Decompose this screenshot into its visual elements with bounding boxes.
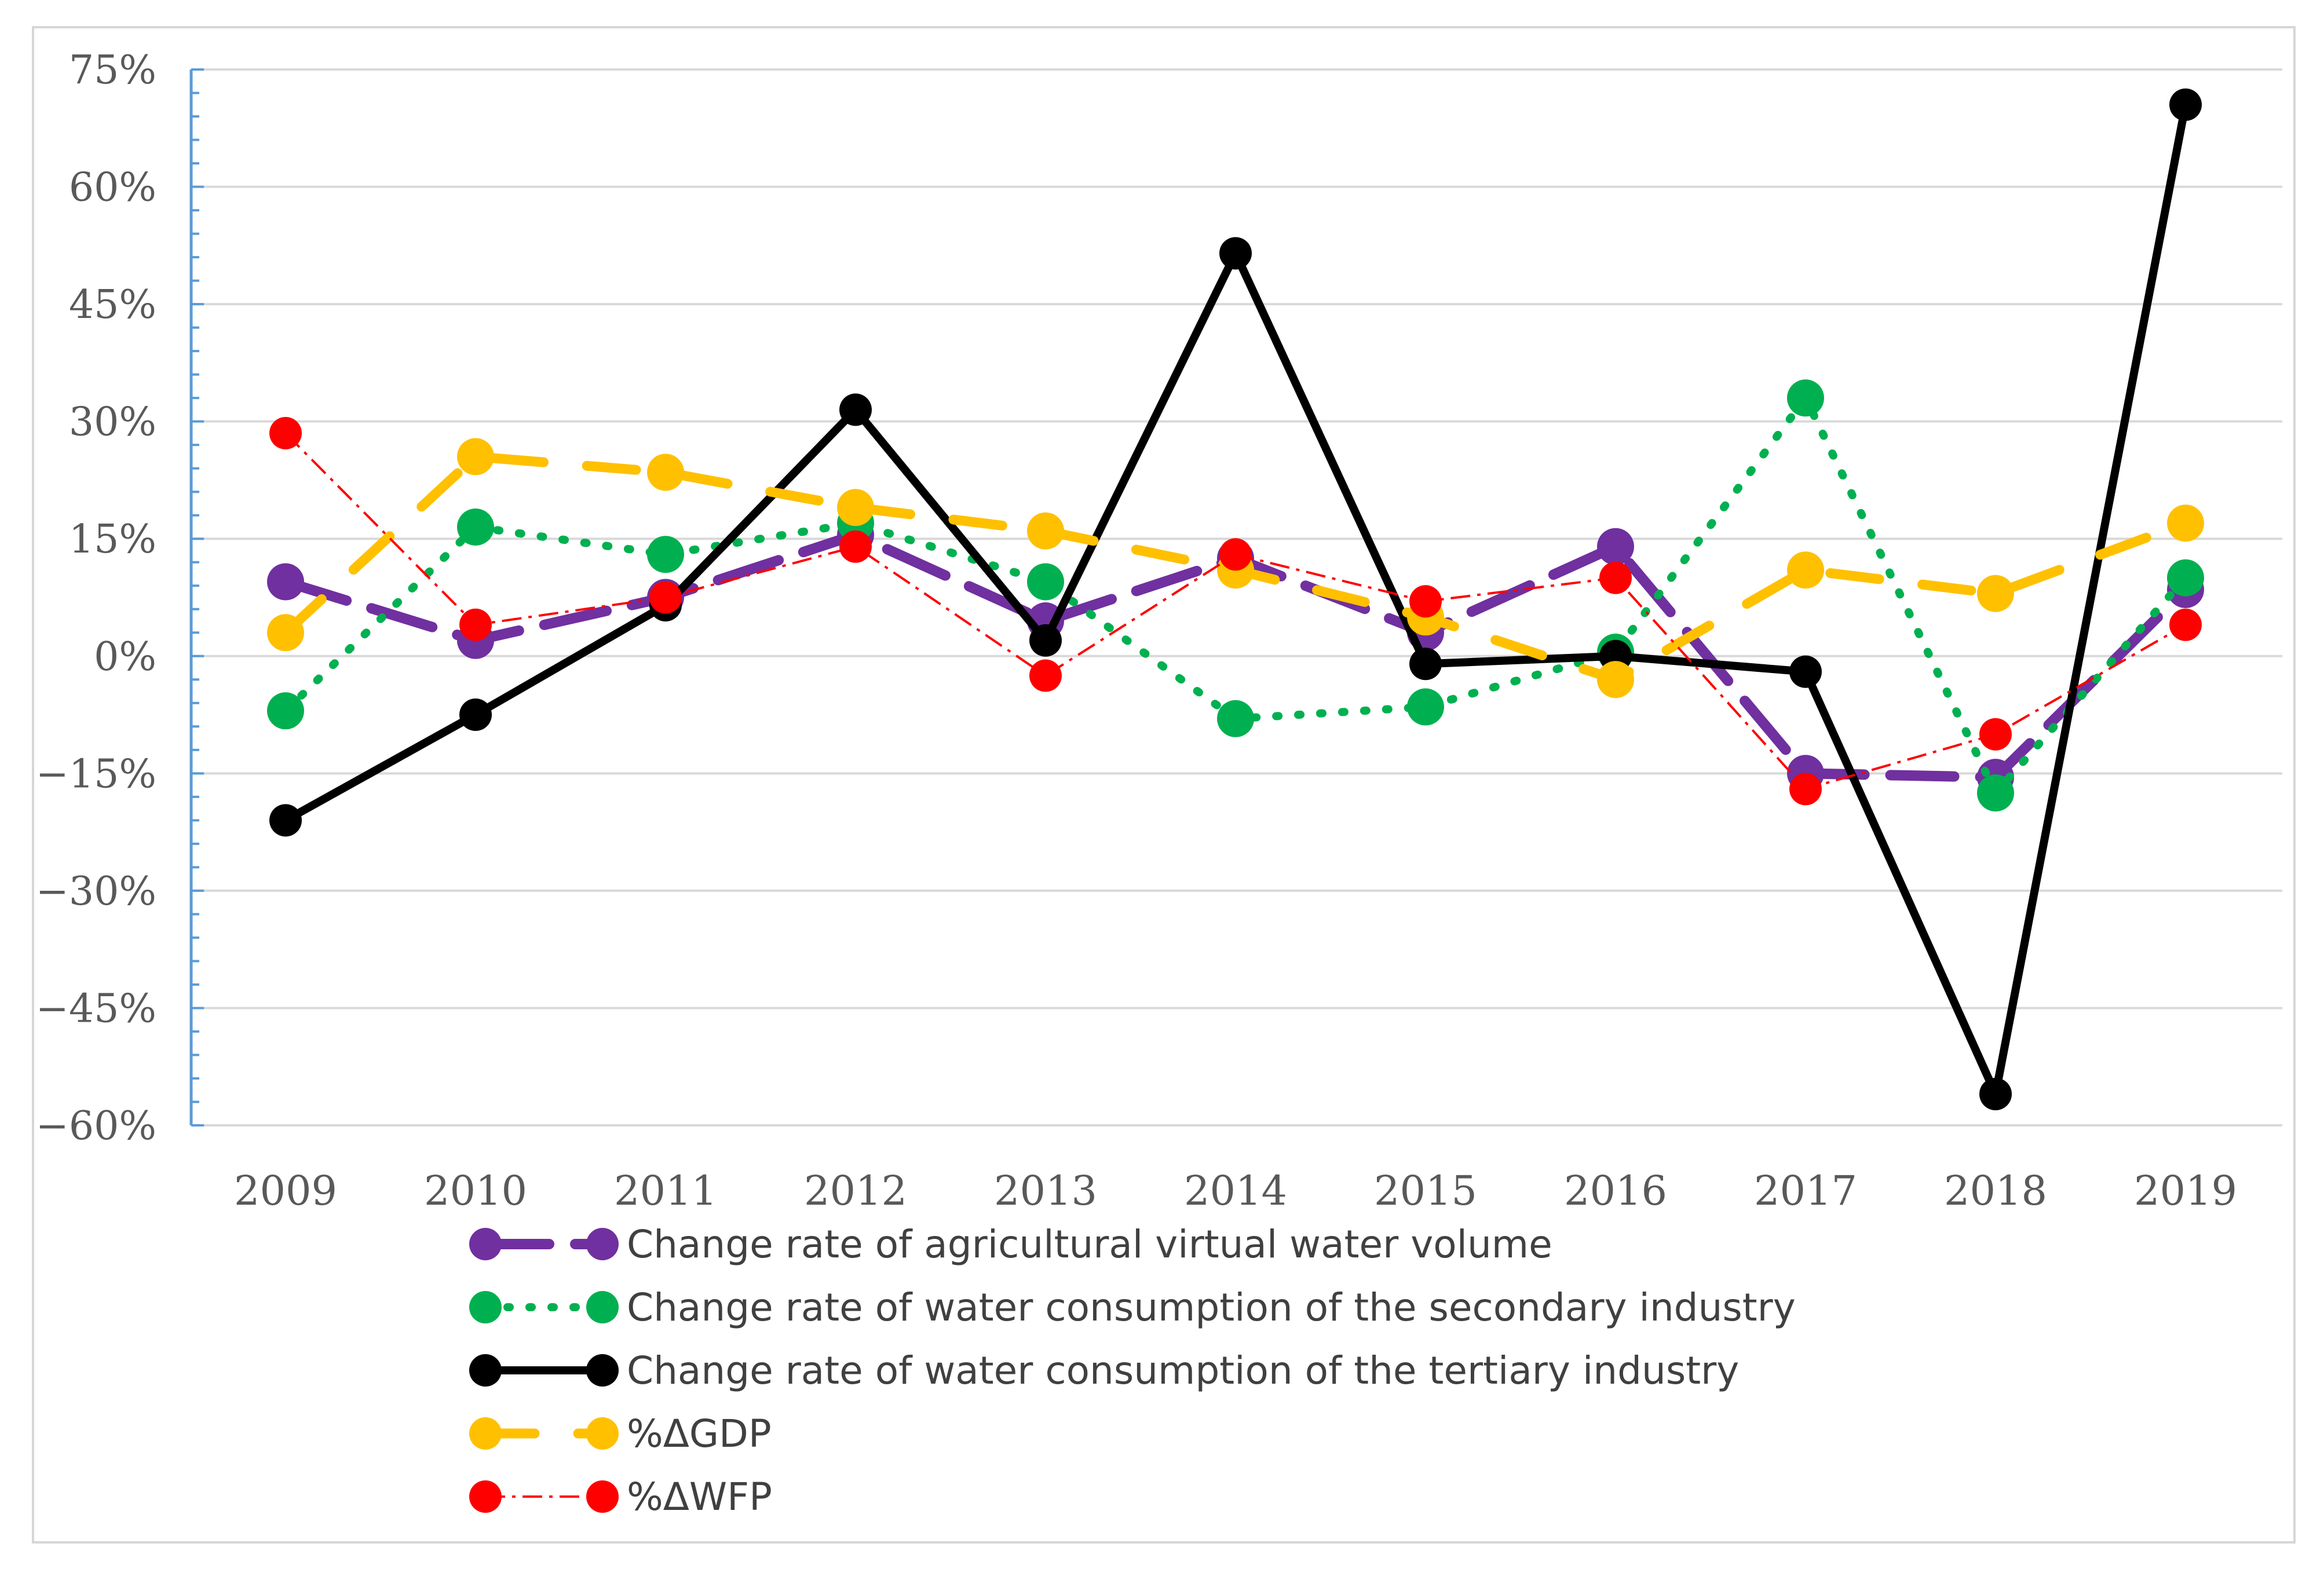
x-tick-label: 2017	[1754, 1167, 1857, 1215]
x-tick-label: 2018	[1944, 1167, 2047, 1215]
data-point	[2167, 559, 2204, 597]
data-point	[647, 453, 684, 491]
y-tick-label: −45%	[36, 986, 156, 1032]
data-point	[267, 614, 304, 652]
legend-swatch-marker	[586, 1228, 619, 1260]
data-point	[269, 416, 302, 449]
data-point	[269, 804, 302, 837]
legend-item: Change rate of water consumption of the …	[469, 1348, 1739, 1393]
legend-swatch-marker	[586, 1291, 619, 1323]
series-1	[267, 379, 2204, 812]
legend-swatch-marker	[586, 1354, 619, 1387]
data-point	[1409, 648, 1442, 681]
data-point	[1027, 512, 1064, 550]
data-point	[1789, 655, 1822, 688]
data-point	[1219, 538, 1252, 571]
y-tick-label: −60%	[36, 1103, 156, 1149]
x-tick-label: 2010	[424, 1167, 527, 1215]
x-tick-labels: 2009 2010 2011 2012 2013 2014 2015 2016 2017 2018…	[234, 1167, 2237, 1215]
series-4	[269, 416, 2202, 806]
legend-label: Change rate of water consumption of the …	[627, 1285, 1796, 1330]
data-point	[1029, 624, 1062, 657]
data-point	[837, 489, 874, 526]
data-point	[1219, 237, 1252, 270]
legend-swatch-marker	[469, 1417, 502, 1450]
data-point	[267, 563, 304, 601]
data-point	[1217, 700, 1254, 737]
legend-item: %ΔGDP	[469, 1411, 772, 1456]
y-tick-label: 0%	[94, 634, 156, 680]
y-tick-label: 45%	[69, 282, 156, 328]
series-lines	[267, 88, 2204, 1110]
legend-label: %ΔGDP	[627, 1411, 772, 1456]
data-point	[1979, 1077, 2012, 1110]
data-point	[2169, 88, 2202, 121]
x-tick-label: 2009	[234, 1167, 337, 1215]
data-point	[1029, 659, 1062, 692]
gridlines	[191, 68, 2282, 1127]
data-point	[2167, 504, 2204, 542]
y-tick-label: −15%	[36, 751, 156, 797]
data-point	[1787, 551, 1824, 589]
data-point	[1407, 688, 1444, 726]
x-tick-label: 2012	[804, 1167, 907, 1215]
data-point	[647, 536, 684, 573]
legend-label: Change rate of agricultural virtual wate…	[627, 1222, 1552, 1267]
data-point	[2169, 608, 2202, 641]
data-point	[839, 393, 872, 426]
x-tick-label: 2016	[1564, 1167, 1667, 1215]
legend-item: Change rate of water consumption of the …	[469, 1285, 1796, 1330]
data-point	[1979, 718, 2012, 751]
series-2	[269, 88, 2202, 1110]
y-axis	[189, 68, 204, 1127]
data-point	[459, 608, 492, 641]
legend-swatch-marker	[586, 1480, 619, 1513]
data-point	[1597, 661, 1634, 698]
y-tick-label: 60%	[69, 165, 156, 211]
legend-label: %ΔWFP	[627, 1475, 772, 1519]
data-point	[649, 581, 682, 614]
x-tick-label: 2014	[1184, 1167, 1287, 1215]
data-point	[839, 530, 872, 563]
data-point	[1789, 773, 1822, 806]
data-point	[1977, 575, 2014, 612]
legend-item: %ΔWFP	[469, 1475, 772, 1519]
x-tick-label: 2015	[1374, 1167, 1477, 1215]
data-point	[457, 508, 494, 546]
legend: Change rate of agricultural virtual wate…	[469, 1222, 1796, 1519]
x-tick-label: 2011	[614, 1167, 717, 1215]
x-tick-label: 2019	[2134, 1167, 2237, 1215]
x-tick-label: 2013	[994, 1167, 1097, 1215]
data-point	[1599, 561, 1632, 594]
data-point	[267, 692, 304, 730]
legend-label: Change rate of water consumption of the …	[627, 1348, 1739, 1393]
y-tick-label: 15%	[69, 517, 156, 562]
data-point	[1977, 774, 2014, 812]
data-point	[1027, 563, 1064, 601]
data-point	[1409, 585, 1442, 618]
y-tick-labels: 75% 60% 45% 30% 15% 0% −15% −30% −45% −60%	[36, 47, 156, 1149]
data-point	[457, 438, 494, 476]
legend-swatch-marker	[469, 1480, 502, 1513]
y-tick-label: 75%	[69, 47, 156, 93]
data-point	[459, 698, 492, 732]
data-point	[1787, 379, 1824, 417]
data-point	[1597, 528, 1634, 565]
legend-item: Change rate of agricultural virtual wate…	[469, 1222, 1552, 1267]
chart-frame	[32, 26, 2296, 1544]
legend-swatch-marker	[469, 1354, 502, 1387]
legend-swatch-marker	[586, 1417, 619, 1450]
y-tick-label: −30%	[36, 869, 156, 915]
y-tick-label: 30%	[69, 400, 156, 445]
legend-swatch-marker	[469, 1228, 502, 1260]
legend-swatch-marker	[469, 1291, 502, 1323]
